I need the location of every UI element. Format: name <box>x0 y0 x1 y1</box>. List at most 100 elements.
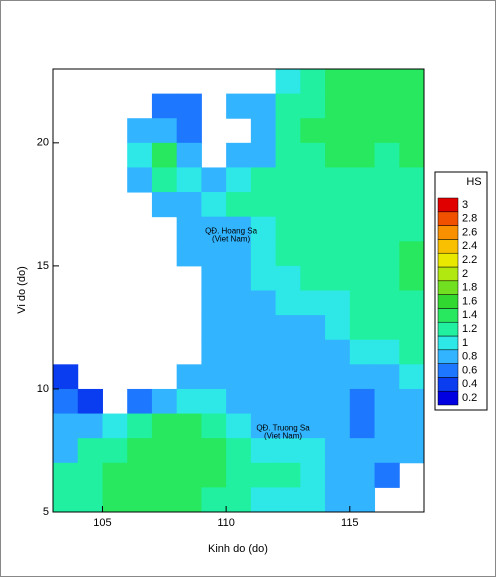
contour-cell <box>325 142 351 168</box>
contour-cell <box>374 388 400 415</box>
contour-cell <box>250 438 277 464</box>
contour-cell <box>300 241 326 267</box>
y-tick-label: 5 <box>43 506 49 518</box>
contour-cell <box>226 487 252 513</box>
colorbar-swatch <box>437 294 459 309</box>
contour-cell <box>374 364 400 390</box>
contour-cell <box>300 216 326 242</box>
contour-cell <box>250 487 277 513</box>
contour-cell <box>226 462 252 488</box>
contour-cell <box>176 241 202 267</box>
contour-cell <box>275 413 301 439</box>
contour-cell <box>250 315 277 341</box>
contour-cell <box>349 216 376 242</box>
contour-cell <box>374 93 400 119</box>
contour-cell <box>349 69 376 95</box>
contour-cell <box>374 216 400 242</box>
contour-cell <box>349 413 376 439</box>
contour-cell <box>250 142 277 168</box>
contour-cell <box>102 487 128 513</box>
annotation-sub: (Viet Nam) <box>264 431 302 440</box>
contour-cell <box>399 118 425 144</box>
contour-cell <box>226 216 252 242</box>
colorbar-swatch <box>437 321 459 337</box>
contour-cell <box>250 265 277 291</box>
contour-cell <box>325 413 351 439</box>
contour-cell <box>399 339 425 365</box>
annotation: QĐ. Hoang Sa <box>205 227 258 236</box>
contour-cell <box>349 364 376 390</box>
contour-cell <box>176 192 202 218</box>
contour-cell <box>325 192 351 218</box>
contour-cell <box>325 69 351 95</box>
contour-cell <box>300 339 326 365</box>
colorbar-swatch <box>437 308 459 323</box>
contour-cell <box>349 93 376 119</box>
contour-cell <box>374 69 400 95</box>
contour-cell <box>250 216 277 242</box>
colorbar-swatch <box>437 335 459 351</box>
plot-border <box>52 68 425 513</box>
contour-cell <box>127 167 153 193</box>
contour-cell <box>275 388 301 415</box>
contour-cell <box>151 438 178 464</box>
contour-cell <box>250 339 277 365</box>
colorbar-swatch <box>437 211 459 226</box>
contour-cell <box>226 93 252 119</box>
colorbar-swatch <box>437 266 459 282</box>
contour-cell <box>176 142 202 168</box>
contour-cell <box>349 487 376 513</box>
contour-cell <box>349 462 376 488</box>
contour-cell <box>300 413 326 439</box>
contour-cell <box>176 413 202 439</box>
contour-cell <box>349 265 376 291</box>
colorbar-label: 1 <box>462 337 468 349</box>
contour-cell <box>53 487 79 513</box>
contour-cell <box>399 364 425 390</box>
contour-cell <box>201 413 227 439</box>
contour-cell <box>77 413 103 439</box>
contour-cell <box>127 487 153 513</box>
contour-cell <box>325 315 351 341</box>
contour-cell <box>275 216 301 242</box>
colorbar-swatch <box>437 390 459 406</box>
contour-cell <box>226 438 252 464</box>
contour-cell <box>201 462 227 488</box>
contour-cell <box>77 487 103 513</box>
contour-cell <box>374 241 400 267</box>
contour-cell <box>399 315 425 341</box>
contour-cell <box>374 167 400 193</box>
contour-cell <box>176 364 202 390</box>
contour-cell <box>349 438 376 464</box>
contour-cell <box>300 290 326 316</box>
x-tick-label: 110 <box>217 517 235 529</box>
colorbar-swatch <box>437 280 459 295</box>
contour-cell <box>374 315 400 341</box>
contour-cell <box>250 462 277 488</box>
colorbar-swatch <box>437 225 459 240</box>
contour-cell <box>349 290 376 316</box>
contour-cell <box>325 241 351 267</box>
contour-cell <box>176 388 202 415</box>
colorbar-label: 1.4 <box>462 309 477 321</box>
contour-cell <box>374 339 400 365</box>
contour-cell <box>77 462 103 488</box>
contour-cell <box>151 462 178 488</box>
contour-cell <box>176 438 202 464</box>
colorbar-title: HS <box>466 176 481 188</box>
colorbar-label: 0.2 <box>462 392 477 404</box>
contour-cell <box>325 364 351 390</box>
contour-cell <box>53 364 79 390</box>
contour-cell <box>151 167 178 193</box>
contour-cell <box>176 462 202 488</box>
colorbar-label: 3 <box>462 199 468 211</box>
contour-cell <box>250 413 277 439</box>
contour-cell <box>275 462 301 488</box>
colorbar-label: 1.2 <box>462 323 477 335</box>
contour-cell <box>201 364 227 390</box>
contour-cell <box>349 388 376 415</box>
contour-cell <box>201 192 227 218</box>
contour-cell <box>176 167 202 193</box>
contour-cell <box>102 462 128 488</box>
